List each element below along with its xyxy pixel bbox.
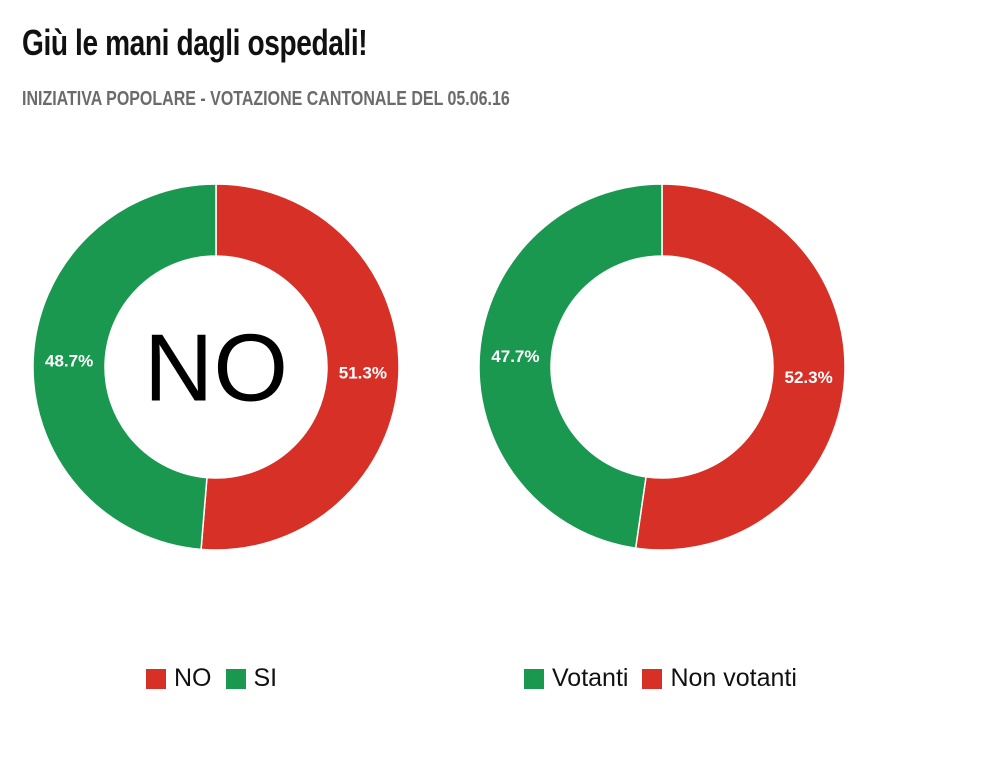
- donut-1-slice-si: [32, 183, 217, 551]
- donut-1-label-no: 51.3%: [339, 364, 387, 383]
- donut-1-center-label: NO: [144, 315, 288, 422]
- legend-item-si: SI: [225, 664, 278, 693]
- legend-item-non-votanti: Non votanti: [642, 664, 797, 693]
- legend-item-votanti: Votanti: [524, 664, 628, 693]
- chart-subtitle: INIZIATIVA POPOLARE - VOTAZIONE CANTONAL…: [22, 88, 510, 110]
- legend-turnout: Votanti Non votanti: [524, 664, 811, 693]
- donut-2-label-non-votanti: 52.3%: [785, 368, 833, 387]
- legend-label-votanti: Votanti: [552, 664, 629, 692]
- legend-swatch-non-votanti: [642, 668, 663, 689]
- legend-item-no: NO: [146, 664, 212, 693]
- legend-label-si: SI: [253, 664, 278, 692]
- donut-1-label-si: 48.7%: [45, 351, 93, 370]
- donut-2-slice-non-votanti: [634, 183, 846, 551]
- legend-label-non-votanti: Non votanti: [670, 664, 797, 692]
- donut-charts: 51.3% 48.7% NO 52.3% 47.7%: [32, 183, 846, 551]
- donut-2-slice-votanti: [478, 183, 663, 549]
- legend-label-no: NO: [174, 664, 212, 692]
- donut-1-slice-no: [200, 183, 400, 551]
- legend-swatch-si: [225, 668, 246, 689]
- legend-swatch-votanti: [524, 668, 544, 689]
- legend-vote-result: NO SI: [146, 664, 291, 693]
- legend-swatch-no: [146, 668, 166, 689]
- donut-2-label-votanti: 47.7%: [491, 347, 539, 366]
- chart-title: Giù le mani dagli ospedali!: [22, 22, 368, 63]
